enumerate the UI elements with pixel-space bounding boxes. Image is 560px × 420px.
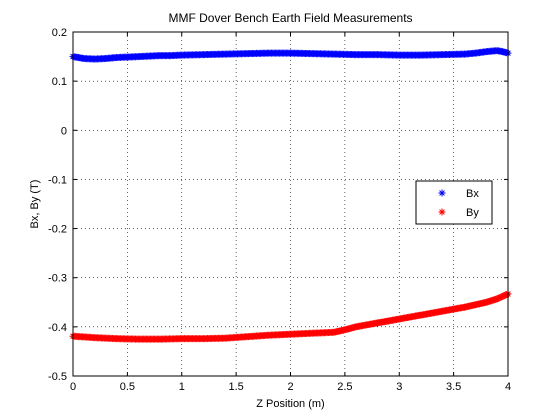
y-tick-label: 0.1 <box>52 76 67 88</box>
ticks: 0 0.5 1 1.5 2 2.5 3 3.5 4 0.2 0.1 0 -0.1 -0.2 -0.3 -0.4… <box>48 27 511 393</box>
data-point <box>493 295 501 303</box>
legend-marker-by <box>438 208 446 216</box>
legend-label-by: By <box>466 207 479 219</box>
data-point <box>496 294 504 302</box>
y-tick-label: 0.2 <box>52 27 67 39</box>
series-by <box>69 290 512 343</box>
x-tick-label: 3.5 <box>446 381 461 393</box>
series-bx <box>69 47 512 63</box>
x-tick-label: 1 <box>179 381 185 393</box>
x-tick-label: 4 <box>505 381 511 393</box>
x-tick-label: 1.5 <box>228 381 243 393</box>
y-tick-label: -0.1 <box>48 174 67 186</box>
data-point <box>501 291 509 299</box>
x-tick-label: 0.5 <box>120 381 135 393</box>
data-point <box>497 293 505 301</box>
grid <box>73 32 508 376</box>
x-tick-label: 2 <box>287 381 293 393</box>
y-tick-label: -0.4 <box>48 322 67 334</box>
data-point <box>494 294 502 302</box>
data-point <box>500 292 508 300</box>
y-tick-label: -0.3 <box>48 273 67 285</box>
y-tick-label: 0 <box>61 125 67 137</box>
y-axis-label: Bx, By (T) <box>29 180 41 229</box>
y-tick-label: -0.2 <box>48 224 67 236</box>
legend-marker-bx <box>438 189 446 197</box>
legend-box <box>415 180 493 225</box>
legend-label-bx: Bx <box>466 188 479 200</box>
data-point <box>499 292 507 300</box>
chart-title: MMF Dover Bench Earth Field Measurements <box>168 11 412 25</box>
legend: Bx By <box>415 180 493 225</box>
x-tick-label: 3 <box>396 381 402 393</box>
series-layer <box>69 47 512 343</box>
data-point <box>503 291 511 299</box>
x-axis-label: Z Position (m) <box>256 398 324 410</box>
x-tick-label: 0 <box>70 381 76 393</box>
y-tick-label: -0.5 <box>48 371 67 383</box>
x-tick-label: 2.5 <box>337 381 352 393</box>
